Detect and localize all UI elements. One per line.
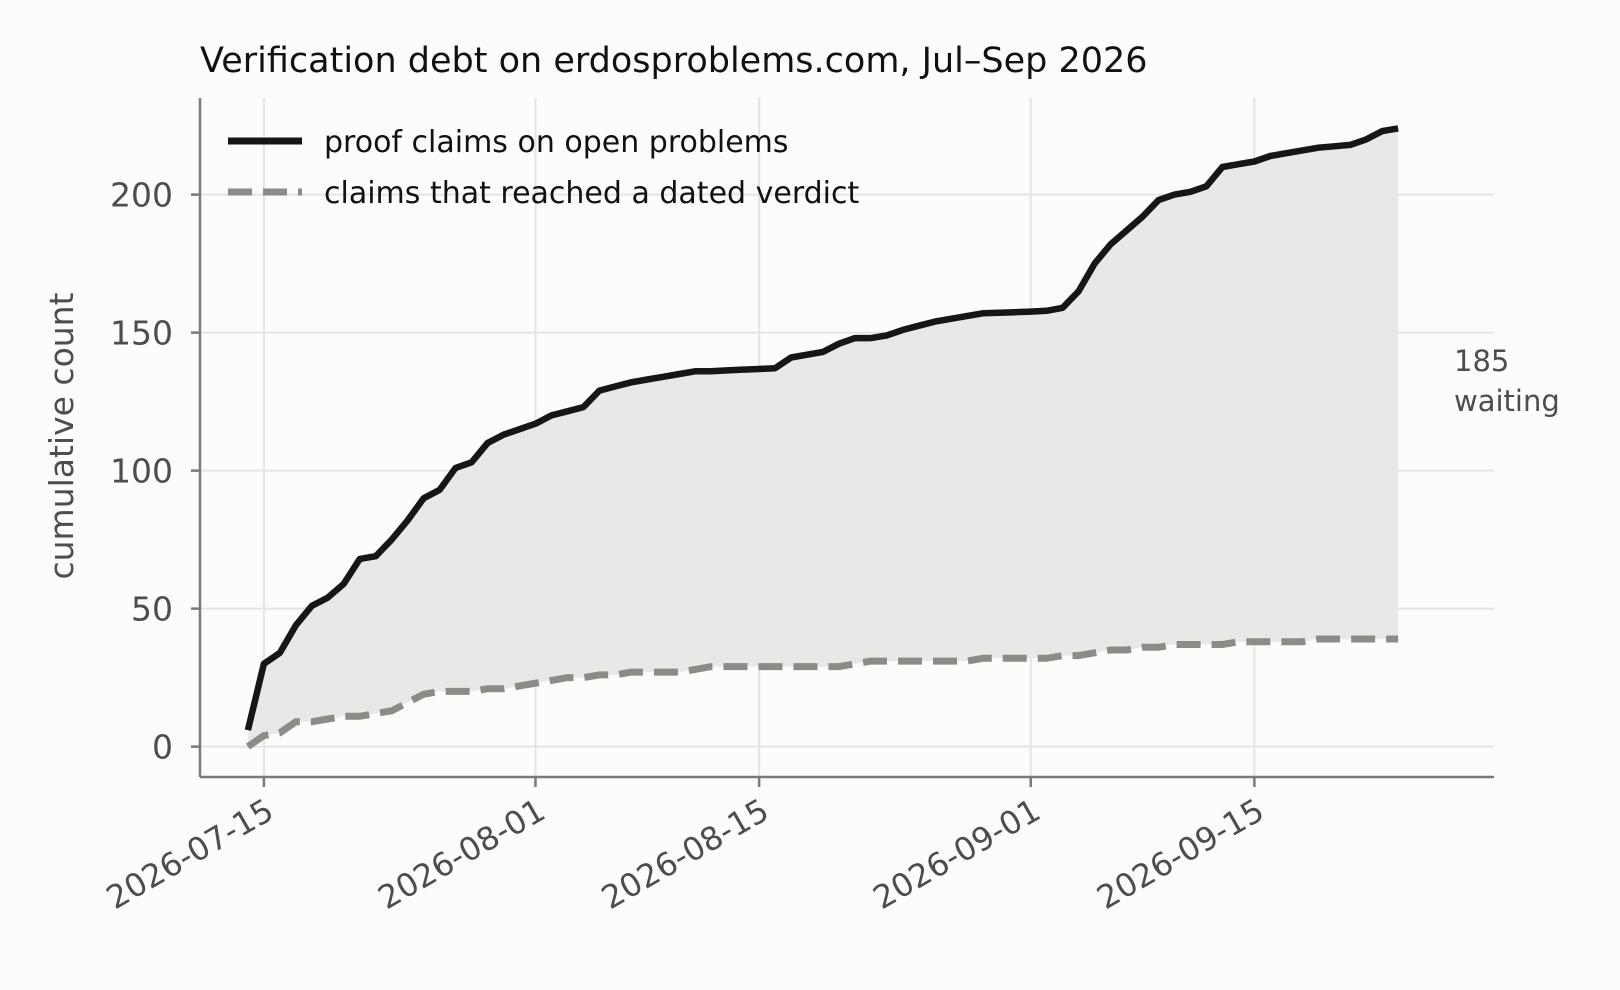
y-axis-ticks: 0 50 100 150 200: [110, 176, 200, 767]
legend-label-verdicts: claims that reached a dated verdict: [324, 176, 859, 211]
y-tick-label: 100: [110, 452, 173, 491]
legend[interactable]: proof claims on open problems claims tha…: [228, 125, 859, 211]
waiting-count: 185: [1454, 344, 1509, 378]
waiting-label: waiting: [1454, 384, 1560, 418]
waiting-annotation: 185 waiting: [1454, 344, 1560, 418]
y-tick-label: 200: [110, 176, 173, 215]
axes: [198, 98, 1494, 779]
y-axis-label: cumulative count: [42, 292, 81, 579]
y-tick-label: 50: [131, 590, 173, 629]
chart-title: Verification debt on erdosproblems.com, …: [200, 41, 1148, 81]
claims-series-line: [244, 125, 1399, 731]
y-tick-label: 150: [110, 314, 173, 353]
verification-gap-area: [247, 128, 1399, 747]
y-tick-label: 0: [152, 728, 173, 767]
legend-label-claims: proof claims on open problems: [324, 125, 789, 160]
